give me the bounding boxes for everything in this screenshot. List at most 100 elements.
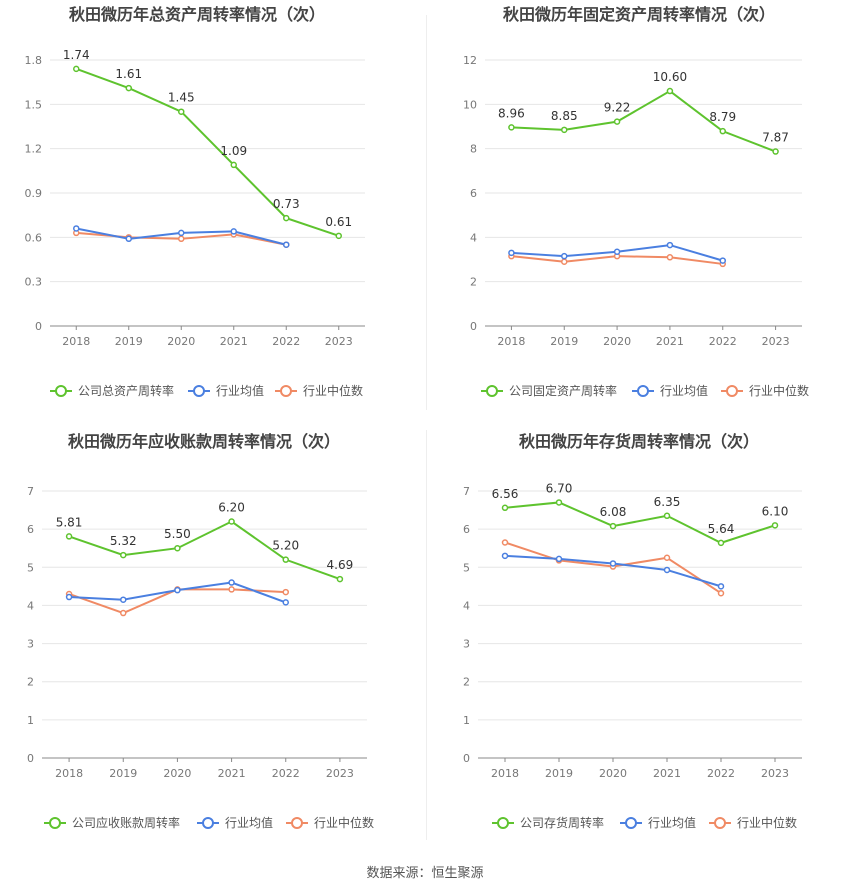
data-label: 5.64 [708,522,735,536]
y-tick-label: 3 [27,638,34,651]
series-line [504,501,776,544]
data-point [666,241,674,249]
y-tick-label: 0.3 [25,276,43,289]
y-tick-label: 4 [463,599,470,612]
data-point [120,596,127,603]
chart-panel-total-assets: 秋田微历年总资产周转率情况（次） 0 0.3 0.6 0.9 1.2 1.5 1.8 2018 2… [0,0,425,420]
data-point [663,566,671,574]
y-tick-label: 7 [27,485,34,498]
data-point [120,609,127,617]
x-tick-label: 2022 [707,767,735,780]
data-point [335,232,342,240]
y-tick-label: 6 [470,187,477,200]
series-line [511,89,776,153]
data-label: 7.87 [762,131,789,145]
legend-label: 公司总资产周转率 [78,383,174,398]
data-point [282,599,289,606]
data-point [336,575,344,583]
data-point [771,522,779,529]
chart-svg: 秋田微历年固定资产周转率情况（次） 0 2 4 6 8 10 12 2018 2019 2020 20… [463,5,809,398]
data-point [174,544,181,552]
legend-marker [193,385,205,397]
y-tick-label: 1.8 [25,54,43,67]
data-point [508,249,515,257]
data-label: 5.20 [272,539,299,553]
legend-label: 行业均值 [648,815,696,830]
data-point [501,504,509,512]
x-tick-label: 2019 [550,335,578,348]
legend-marker [280,385,292,397]
series-line [68,520,341,581]
chart-svg: 秋田微历年总资产周转率情况（次） 0 0.3 0.6 0.9 1.2 1.5 1.8 2018 2… [25,5,365,398]
data-point [282,588,289,596]
x-tick-label: 2022 [272,335,300,348]
data-label: 0.61 [325,215,352,229]
data-label: 4.69 [327,558,354,572]
data-point [65,533,73,540]
data-label: 6.10 [762,504,789,518]
y-tick-label: 6 [27,523,34,536]
legend-marker [55,385,67,397]
y-tick-label: 2 [470,276,477,289]
y-tick-label: 8 [470,143,477,156]
y-tick-label: 2 [463,676,470,689]
chart-svg: 秋田微历年存货周转率情况（次） 0 1 2 3 4 5 6 7 2018 2019 2020 2021 2… [463,432,802,830]
data-point [228,586,235,593]
data-point [125,235,132,243]
x-tick-label: 2019 [109,767,137,780]
data-point [283,241,290,248]
data-label: 1.09 [220,144,247,158]
data-point [609,560,617,567]
y-tick-label: 4 [470,231,477,244]
data-label: 5.32 [110,534,137,548]
x-tick-label: 2022 [709,335,737,348]
data-label: 1.61 [115,67,142,81]
chart-panel-inventory: 秋田微历年存货周转率情况（次） 0 1 2 3 4 5 6 7 2018 2019 2020 2021 2… [428,425,850,850]
data-point [65,593,73,601]
data-point [561,252,568,260]
data-point [283,214,290,222]
y-tick-label: 6 [463,523,470,536]
legend-marker [726,385,738,397]
data-label: 8.85 [551,109,578,123]
panel-divider [426,430,427,840]
data-point [717,539,725,547]
x-tick-label: 2022 [272,767,300,780]
data-point [501,552,509,560]
data-point [73,225,80,232]
data-point [663,554,671,561]
legend-marker [202,817,214,829]
panel-divider [426,15,427,410]
y-tick-label: 10 [463,98,477,111]
data-label: 8.96 [498,106,525,120]
data-label: 6.08 [600,505,627,519]
data-label: 6.70 [546,481,573,495]
data-point [282,556,289,563]
x-tick-label: 2023 [326,767,354,780]
x-tick-label: 2023 [761,767,789,780]
x-tick-label: 2018 [491,767,519,780]
x-tick-label: 2021 [218,767,246,780]
data-point [178,229,185,237]
legend-marker [49,817,61,829]
data-label: 10.60 [653,70,687,84]
data-point [230,161,237,169]
data-point [719,257,726,264]
data-point [772,148,779,155]
data-source-note: 数据来源：恒生聚源 [366,866,484,881]
y-tick-label: 1 [27,714,34,727]
data-point [666,254,674,261]
chart-title: 秋田微历年固定资产周转率情况（次） [503,5,775,24]
chart-svg: 秋田微历年应收账款周转率情况（次） 0 1 2 3 4 5 6 7 2018 2019 2020 202… [27,432,374,830]
y-tick-label: 1 [463,714,470,727]
y-tick-label: 12 [463,54,477,67]
data-point [120,551,127,559]
data-point [228,518,235,525]
y-tick-label: 0 [463,752,470,765]
chart-title: 秋田微历年应收账款周转率情况（次） [68,432,340,451]
legend-marker [625,817,637,829]
y-tick-label: 4 [27,599,34,612]
x-tick-label: 2023 [762,335,790,348]
data-point [178,235,185,243]
y-tick-label: 0.9 [25,187,43,200]
